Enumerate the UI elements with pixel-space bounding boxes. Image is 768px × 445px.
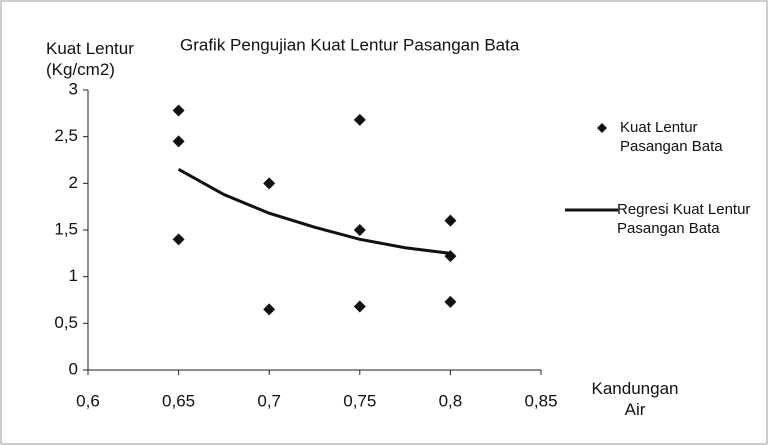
scatter-point	[172, 233, 185, 246]
scatter-point	[353, 113, 366, 126]
y-tick-label: 2	[69, 173, 78, 192]
scatter-point	[172, 104, 185, 117]
x-tick-label: 0,6	[76, 391, 100, 410]
scatter-point	[263, 303, 276, 316]
legend-label: Kuat Lentur Pasangan Bata	[620, 119, 723, 155]
x-tick-label: 0,8	[439, 391, 463, 410]
x-tick-label: 0,65	[162, 391, 195, 410]
x-tick-label: 0,85	[524, 391, 557, 410]
scatter-point	[444, 295, 457, 308]
y-tick-label: 0,5	[54, 313, 78, 332]
y-tick-label: 2,5	[54, 126, 78, 145]
scatter-point	[353, 224, 366, 236]
scatter-point	[172, 135, 185, 148]
y-tick-label: 1	[69, 266, 78, 285]
x-tick-label: 0,7	[257, 391, 281, 410]
scatter-point	[444, 214, 457, 227]
y-tick-label: 1,5	[54, 219, 78, 238]
legend-label: Regresi Kuat Lentur Pasangan Bata	[617, 201, 751, 237]
x-axis-label: Kandungan Air	[591, 379, 679, 419]
scatter-point	[263, 177, 276, 190]
scatter-point	[353, 300, 366, 313]
y-tick-label: 0	[69, 359, 78, 378]
x-tick-label: 0,75	[343, 391, 376, 410]
y-tick-label: 3	[69, 79, 78, 98]
y-axis-label: Kuat Lentur (Kg/cm2)	[46, 39, 134, 79]
legend-marker	[597, 123, 607, 133]
regression-line	[177, 168, 451, 255]
chart-title: Grafik Pengujian Kuat Lentur Pasangan Ba…	[180, 35, 520, 54]
